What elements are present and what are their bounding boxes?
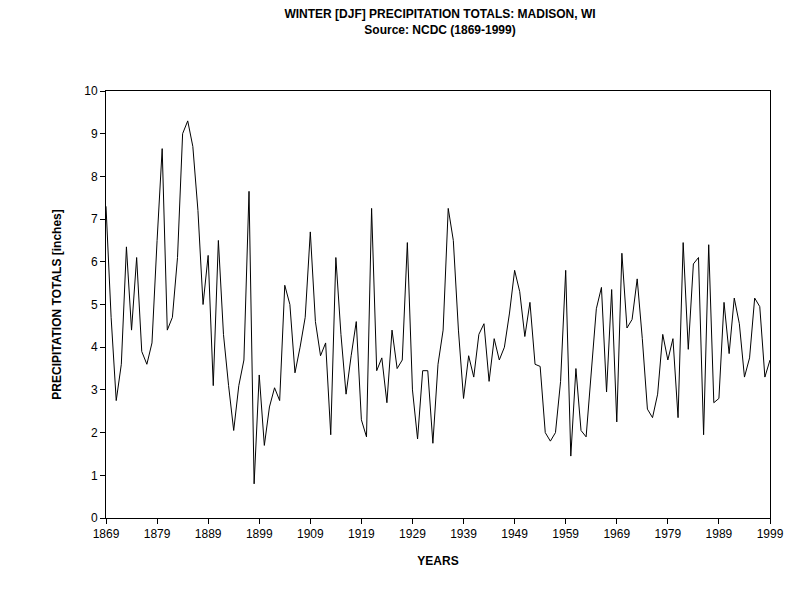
svg-text:YEARS: YEARS bbox=[417, 554, 458, 568]
svg-text:3: 3 bbox=[91, 383, 98, 397]
svg-text:1899: 1899 bbox=[246, 527, 273, 541]
svg-text:10: 10 bbox=[84, 84, 98, 98]
svg-text:WINTER [DJF] PRECIPITATION TOT: WINTER [DJF] PRECIPITATION TOTALS: MADIS… bbox=[284, 7, 595, 37]
svg-text:PRECIPITATION TOTALS [inches]: PRECIPITATION TOTALS [inches] bbox=[50, 209, 64, 399]
svg-text:1869: 1869 bbox=[93, 527, 120, 541]
svg-text:1989: 1989 bbox=[706, 527, 733, 541]
svg-text:8: 8 bbox=[91, 170, 98, 184]
svg-text:0: 0 bbox=[91, 511, 98, 525]
svg-text:1959: 1959 bbox=[552, 527, 579, 541]
svg-text:7: 7 bbox=[91, 212, 98, 226]
svg-text:1909: 1909 bbox=[297, 527, 324, 541]
svg-text:1879: 1879 bbox=[144, 527, 171, 541]
svg-text:1969: 1969 bbox=[603, 527, 630, 541]
svg-text:1999: 1999 bbox=[757, 527, 784, 541]
svg-text:1979: 1979 bbox=[654, 527, 681, 541]
svg-text:6: 6 bbox=[91, 255, 98, 269]
svg-text:4: 4 bbox=[91, 340, 98, 354]
svg-text:1949: 1949 bbox=[501, 527, 528, 541]
svg-text:1939: 1939 bbox=[450, 527, 477, 541]
svg-text:1929: 1929 bbox=[399, 527, 426, 541]
svg-text:1889: 1889 bbox=[195, 527, 222, 541]
svg-text:1919: 1919 bbox=[348, 527, 375, 541]
svg-text:1: 1 bbox=[91, 469, 98, 483]
svg-text:9: 9 bbox=[91, 127, 98, 141]
svg-text:5: 5 bbox=[91, 298, 98, 312]
svg-text:2: 2 bbox=[91, 426, 98, 440]
